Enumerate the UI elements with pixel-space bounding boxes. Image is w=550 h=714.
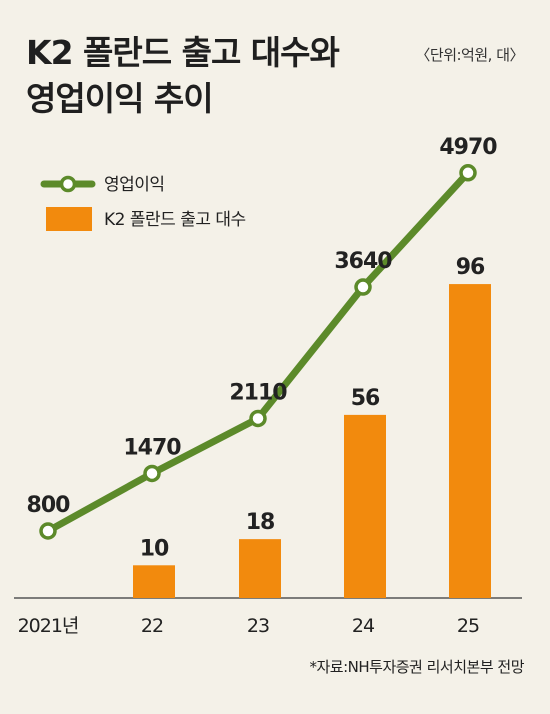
line-point	[39, 522, 57, 540]
line-point	[459, 164, 477, 182]
x-tick-label: 22	[141, 615, 163, 637]
bar-value-label: 10	[140, 536, 169, 561]
source-note: *자료:NH투자증권 리서치본부 전망	[309, 658, 525, 676]
bar-23	[239, 539, 281, 598]
line-value-label: 2110	[229, 380, 287, 405]
chart-title: K2 폴란드 출고 대수와 영업이익 추이	[26, 30, 340, 122]
line-point	[354, 278, 372, 296]
bar-22	[133, 565, 175, 598]
line-value-label: 800	[27, 493, 71, 518]
x-tick-label: 23	[247, 615, 269, 637]
x-tick-label: 2021년	[18, 615, 79, 637]
unit-note: 〈단위:억원, 대〉	[415, 46, 524, 64]
bar-25	[449, 284, 491, 598]
legend-bar-label: K2 폴란드 출고 대수	[104, 210, 246, 230]
bar-value-label: 56	[351, 386, 380, 411]
chart-title-line-2: 영업이익 추이	[26, 79, 214, 118]
line-value-label: 4970	[439, 135, 497, 160]
legend-line-label: 영업이익	[104, 175, 165, 195]
x-tick-label: 25	[457, 615, 479, 637]
line-point	[249, 409, 267, 428]
line-value-label: 1470	[123, 435, 181, 460]
legend-line-marker	[59, 175, 77, 193]
bar-24	[344, 414, 386, 598]
chart-title-line-1: K2 폴란드 출고 대수와	[26, 33, 340, 72]
line-point	[143, 464, 161, 483]
bar-value-label: 18	[246, 510, 275, 535]
line-value-label: 3640	[334, 249, 392, 274]
legend-bar-swatch	[46, 207, 92, 231]
bar-value-label: 96	[456, 255, 485, 280]
x-tick-label: 24	[352, 615, 375, 637]
